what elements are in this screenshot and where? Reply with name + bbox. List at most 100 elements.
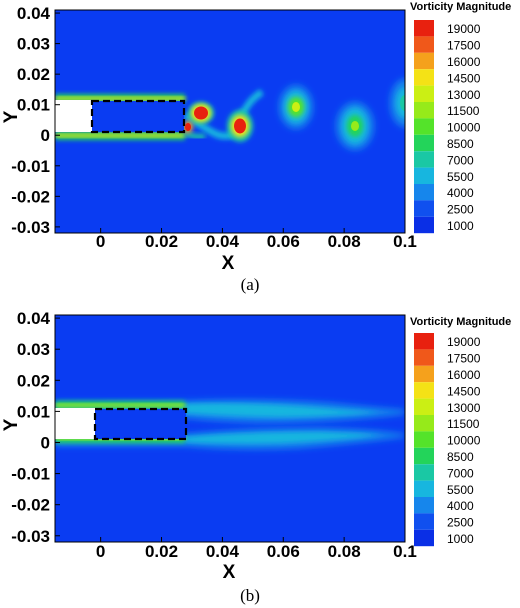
legend-swatch [414,36,434,53]
legend-swatch [414,333,434,350]
legend-swatch [414,464,434,481]
legend-title-b: Vorticity Magnitude [410,316,511,328]
legend-level-label: 11500 [447,104,480,118]
upstream-inlet-b [55,408,95,439]
legend-swatch [414,200,434,217]
vortex-a-3 [279,85,313,129]
x-tick-label: 0.1 [393,232,417,251]
y-tick-label: 0.02 [17,371,50,390]
legend-swatch [414,513,434,530]
legend-swatch [414,118,434,135]
x-axis-label-b: X [223,562,236,583]
legend-level-label: 13000 [447,401,481,415]
legend-level-label: 14500 [447,384,481,398]
x-tick-label: 0.02 [145,232,178,251]
legend-swatch [414,216,434,234]
legend-swatch [414,382,434,399]
upstream-inlet-a [55,100,92,132]
x-tick-label: 0.04 [206,542,240,561]
y-tick-label: 0.01 [17,96,50,115]
caption-a: (a) [241,275,260,294]
x-tick-label: 0.02 [145,542,178,561]
vorticity-field-a [55,79,405,150]
y-tick-label: -0.03 [11,527,50,546]
y-tick-label: 0.04 [17,4,51,23]
y-axis-label-b: Y [1,418,22,431]
legend-level-label: 17500 [447,352,481,366]
vortex-a-1 [188,102,214,124]
legend-level-label: 19000 [447,22,481,36]
legend-level-label: 7000 [447,466,474,480]
legend-swatch [414,447,434,465]
y-axis-label-a: Y [1,110,22,123]
legend-level-label: 19000 [447,335,481,349]
legend-level-label: 8500 [447,137,474,151]
legend-swatch [414,134,434,152]
x-tick-label: 0.04 [206,232,240,251]
legend-swatch [414,69,434,86]
legend-swatch [414,85,434,102]
x-tick-label: 0 [96,232,105,251]
legend-swatch [414,349,434,366]
bluff-body-a [90,99,186,134]
legend-level-label: 11500 [447,417,480,431]
x-tick-label: 0.1 [393,542,417,561]
legend-swatch [414,529,434,547]
legend-swatch [414,431,434,448]
plot-frame-a [54,9,406,234]
legend-b: 19000 17500 16000 14500 13000 11500 10000 8500 7… [414,333,481,547]
caption-b: (b) [240,586,260,605]
legend-swatch [414,365,434,383]
y-tick-label: 0 [41,433,50,452]
y-tick-label: -0.01 [11,465,50,484]
legend-swatch [414,398,434,415]
y-tick-label: 0.02 [17,65,50,84]
legend-swatch [414,102,434,119]
x-axis-label-a: X [222,253,235,274]
bluff-body-b [93,407,188,441]
x-tick-label: 0.08 [328,542,361,561]
legend-level-label: 7000 [447,153,474,167]
plot-frame-b [54,314,406,543]
ticks-a: 0 0.02 0.04 0.06 0.08 0.1 0.04 0.03 0.02 0.01 0 -0.… [11,4,417,251]
y-tick-label: 0.03 [17,340,50,359]
y-tick-label: 0.03 [17,35,50,54]
x-tick-label: 0.08 [328,232,361,251]
y-tick-label: 0 [41,126,50,145]
legend-level-label: 2500 [447,516,474,530]
vortex-a-4 [336,102,374,150]
legend-level-label: 10000 [447,434,481,448]
legend-swatch [414,20,434,37]
y-tick-label: -0.01 [11,157,50,176]
x-tick-label: 0.06 [267,542,300,561]
vortex-a-1b [183,121,193,133]
x-tick-label: 0 [96,542,105,561]
legend-level-label: 10000 [447,121,481,135]
legend-level-label: 1000 [447,219,474,233]
legend-swatch [414,167,434,184]
legend-level-label: 8500 [447,450,474,464]
y-tick-label: -0.02 [11,496,50,515]
y-tick-label: 0.01 [17,402,50,421]
legend-level-label: 5500 [447,170,474,184]
legend-level-label: 4000 [447,499,474,513]
legend-swatch [414,415,434,432]
y-tick-label: -0.03 [11,218,50,237]
legend-level-label: 14500 [447,71,481,85]
ticks-b: 0 0.02 0.04 0.06 0.08 0.1 0.04 0.03 0.02 0.01 0 -0.… [11,309,417,561]
vortex-a-2 [227,110,253,142]
vortex-a-5 [390,79,405,127]
legend-level-label: 16000 [447,55,481,69]
legend-swatch [414,52,434,70]
legend-level-label: 2500 [447,203,474,217]
legend-swatch [414,151,434,168]
legend-a: 19000 17500 16000 14500 13000 11500 10000 8500 7… [414,20,481,234]
x-tick-label: 0.06 [267,232,300,251]
legend-level-label: 4000 [447,186,474,200]
legend-level-label: 13000 [447,88,481,102]
panel-b: 0 0.02 0.04 0.06 0.08 0.1 0.04 0.03 0.02 0.01 0 -0.… [1,309,511,605]
legend-level-label: 17500 [447,39,481,53]
y-tick-label: -0.02 [11,187,50,206]
panel-a: 0 0.02 0.04 0.06 0.08 0.1 0.04 0.03 0.02 0.01 0 -0.… [1,1,511,294]
